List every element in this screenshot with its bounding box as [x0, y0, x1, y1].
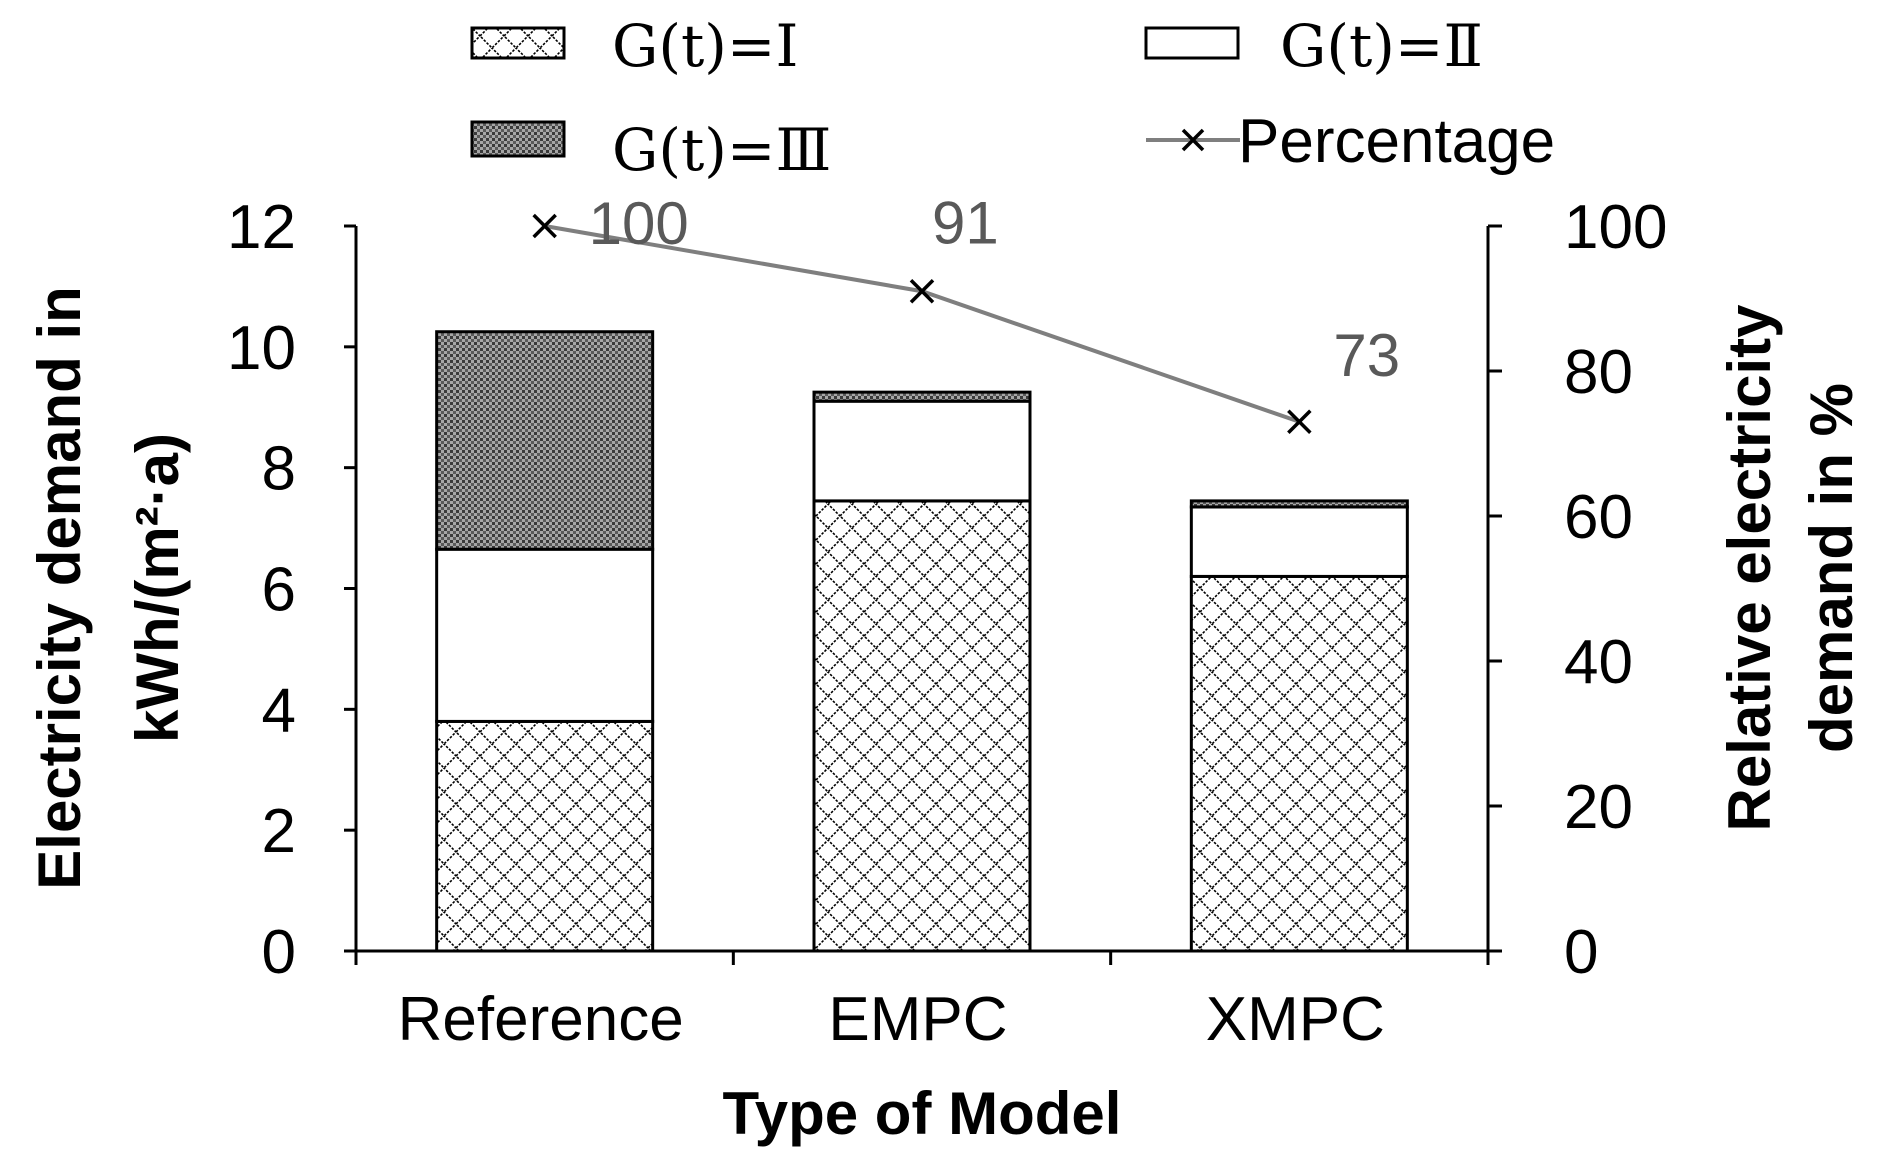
legend: G(t)=Ⅰ G(t)=Ⅱ G(t)=Ⅲ Percentage	[470, 12, 1555, 184]
legend-item-percentage: Percentage	[1146, 107, 1555, 176]
bar-reference-series-3	[435, 330, 655, 551]
bar-xmpc-series-3	[1189, 499, 1409, 509]
legend-item-series-1: G(t)=Ⅰ	[470, 12, 798, 80]
legend-label-percentage: Percentage	[1238, 107, 1555, 176]
legend-item-series-2: G(t)=Ⅱ	[1144, 12, 1483, 80]
y-axis-right-title-line-2: demand in %	[1798, 383, 1865, 753]
bar-xmpc-series-1	[1189, 574, 1409, 953]
category-labels: Reference EMPC XMPC	[398, 985, 1385, 1054]
y-left-tick-label-2: 4	[262, 676, 296, 745]
y-left-tick-label-1: 2	[262, 797, 296, 866]
legend-swatch-series-1	[470, 26, 566, 60]
x-ticks	[354, 951, 1490, 965]
y-left-tick-label-4: 8	[262, 435, 296, 504]
y-axis-left-title: Electricity demand in kWh/(m²·a)	[26, 286, 191, 890]
y-ticks-left: 0 2 4 6 8 10 12	[227, 193, 356, 987]
bar-reference-series-2	[435, 547, 655, 723]
y-right-tick-label-5: 100	[1564, 193, 1667, 262]
bar-xmpc-series-2	[1189, 505, 1409, 578]
y-right-tick-label-4: 80	[1564, 338, 1633, 407]
y-axis-left-title-line-2: kWh/(m²·a)	[124, 433, 191, 743]
y-right-tick-label-0: 0	[1564, 918, 1598, 987]
y-right-tick-label-1: 20	[1564, 773, 1633, 842]
y-ticks-right: 0 20 40 60 80 100	[1488, 193, 1667, 987]
axes: 0 2 4 6 8 10 12 0 20 40 60 80 100	[227, 193, 1667, 987]
legend-item-series-3: G(t)=Ⅲ	[470, 116, 831, 184]
y-left-tick-label-6: 12	[227, 193, 296, 262]
y-right-tick-label-2: 40	[1564, 628, 1633, 697]
percentage-marker-0	[532, 213, 557, 239]
legend-marker-percentage	[1181, 128, 1205, 152]
percentage-label-2: 73	[1333, 322, 1400, 389]
percentage-label-1: 91	[932, 189, 999, 256]
percentage-line-series: 100 91 73	[532, 189, 1400, 434]
legend-label-series-1: G(t)=Ⅰ	[612, 12, 798, 80]
x-axis-title: Type of Model	[723, 1080, 1122, 1147]
percentage-label-0: 100	[589, 190, 689, 257]
legend-label-series-2: G(t)=Ⅱ	[1280, 12, 1483, 80]
bar-empc-series-2	[812, 399, 1032, 503]
y-axis-right-title-line-1: Relative electricity	[1716, 304, 1783, 832]
y-left-tick-label-3: 6	[262, 556, 296, 625]
category-label-reference: Reference	[398, 985, 684, 1054]
y-axis-left-title-line-1: Electricity demand in	[26, 286, 93, 890]
percentage-marker-1	[909, 279, 935, 304]
category-label-empc: EMPC	[828, 985, 1007, 1054]
y-right-tick-label-3: 60	[1564, 483, 1633, 552]
bar-empc-series-1	[812, 499, 1032, 953]
bar-empc-series-3	[812, 390, 1032, 403]
bar-reference-series-1	[435, 719, 655, 953]
legend-label-series-3: G(t)=Ⅲ	[612, 116, 831, 184]
legend-swatch-series-2	[1144, 26, 1240, 60]
legend-swatch-series-3	[470, 120, 566, 158]
bars	[435, 330, 1409, 953]
y-left-tick-label-5: 10	[227, 314, 296, 383]
category-label-xmpc: XMPC	[1206, 985, 1385, 1054]
y-left-tick-label-0: 0	[262, 918, 296, 987]
percentage-marker-2	[1287, 409, 1312, 434]
y-axis-right-title: Relative electricity demand in %	[1716, 304, 1865, 832]
